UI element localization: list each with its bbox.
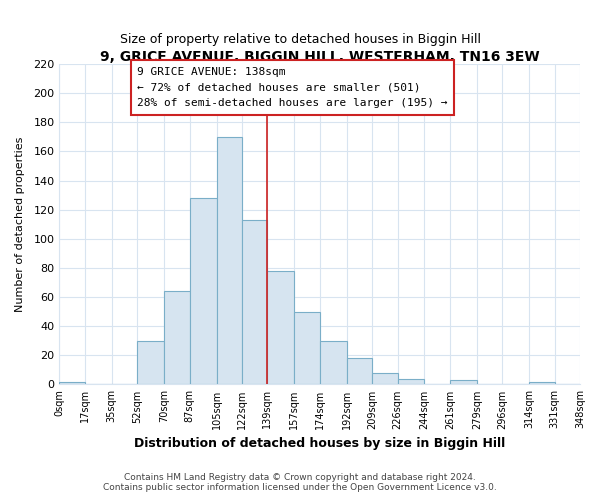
Bar — [294, 312, 320, 384]
Text: Size of property relative to detached houses in Biggin Hill: Size of property relative to detached ho… — [119, 32, 481, 46]
Bar — [372, 373, 398, 384]
Bar — [268, 271, 294, 384]
X-axis label: Distribution of detached houses by size in Biggin Hill: Distribution of detached houses by size … — [134, 437, 505, 450]
Bar — [242, 220, 268, 384]
Bar — [320, 340, 347, 384]
Bar — [347, 358, 372, 384]
Text: 9 GRICE AVENUE: 138sqm
← 72% of detached houses are smaller (501)
28% of semi-de: 9 GRICE AVENUE: 138sqm ← 72% of detached… — [137, 67, 448, 108]
Title: 9, GRICE AVENUE, BIGGIN HILL, WESTERHAM, TN16 3EW: 9, GRICE AVENUE, BIGGIN HILL, WESTERHAM,… — [100, 50, 539, 64]
Bar — [190, 198, 217, 384]
Bar — [137, 340, 164, 384]
Text: Contains HM Land Registry data © Crown copyright and database right 2024.
Contai: Contains HM Land Registry data © Crown c… — [103, 473, 497, 492]
Bar — [450, 380, 477, 384]
Bar — [217, 137, 242, 384]
Bar — [398, 378, 424, 384]
Bar — [529, 382, 554, 384]
Bar — [164, 291, 190, 384]
Y-axis label: Number of detached properties: Number of detached properties — [15, 136, 25, 312]
Bar — [59, 382, 85, 384]
